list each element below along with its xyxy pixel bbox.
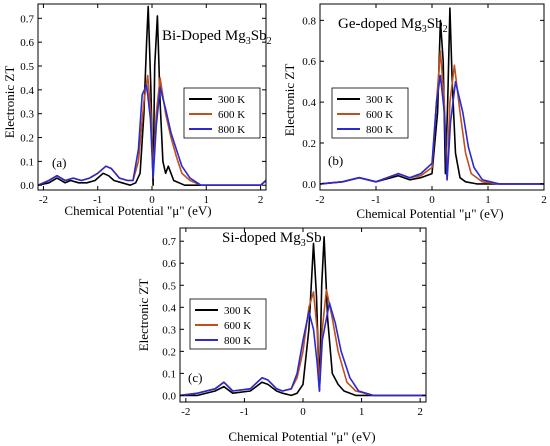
panel-c-xlabel: Chemical Potential "μ" (eV): [228, 429, 375, 444]
panel-c-plot: -2 -1 0 1 2 0.0 0.1 0.2 0.3 0.4 0.5 0.6 0.7 300 K 600 …: [162, 227, 427, 418]
panel-b-ytick-label: 0.8: [302, 15, 316, 27]
panel-a-ytick-label: 0.0: [20, 180, 34, 192]
panel-a-title: Bi-Doped Mg3Sb2: [162, 28, 272, 47]
panel-b-xlabel: Chemical Potential "μ" (eV): [356, 206, 503, 221]
panel-c-ytick-label: 0.4: [162, 302, 176, 314]
panel-c-xtick-label: 2: [417, 406, 423, 418]
panel-b-xtick-label: 0: [429, 194, 435, 206]
panel-a-xtick-label: 1: [204, 194, 210, 206]
panel-c-label: (c): [188, 370, 202, 385]
panel-a-ytick-label: 0.4: [20, 85, 34, 97]
panel-a-xtick-label: 0: [149, 194, 155, 206]
panel-b-ylabel: Electronic ZT: [282, 64, 297, 137]
panel-b: Ge-doped Mg3Sb2 (b) Electronic ZT Chemic…: [282, 16, 504, 221]
panel-a-plot: -2 -1 0 1 2 0.0 0.1 0.2 0.3 0.4 0.5 0.6 0.7 300 K 600 …: [20, 3, 267, 206]
panel-c-ylabel: Electronic ZT: [136, 279, 151, 352]
panel-c-ytick-label: 0.1: [162, 368, 176, 380]
panel-c-ytick-label: 0.6: [162, 258, 176, 270]
panel-a-xtick-label: 2: [258, 194, 264, 206]
panel-c-legend-label: 300 K: [224, 305, 251, 317]
panel-b-xtick-label: -2: [315, 194, 324, 206]
panel-a-label: (a): [52, 155, 66, 170]
panel-a-legend: 300 K 600 K 800 K: [183, 87, 261, 139]
panel-b-ytick-label: 0.6: [302, 56, 316, 68]
panel-c-legend: 300 K 600 K 800 K: [189, 298, 267, 350]
panel-c-legend-label: 800 K: [224, 335, 251, 347]
panel-a: Bi-Doped Mg3Sb2 (a) Electronic ZT Chemic…: [2, 28, 272, 218]
panel-b-xtick-label: 1: [485, 194, 491, 206]
panel-c-ytick-label: 0.0: [162, 390, 176, 402]
panel-b-title: Ge-doped Mg3Sb2: [338, 16, 448, 35]
panel-a-xtick-label: -2: [39, 194, 48, 206]
panel-c-xtick-label: -2: [181, 406, 190, 418]
panel-a-xtick-label: -1: [93, 194, 102, 206]
panel-a-ytick-label: 0.5: [20, 61, 34, 73]
panel-b-legend: 300 K 600 K 800 K: [331, 87, 409, 139]
panel-b-legend-label: 800 K: [366, 124, 393, 136]
panel-b-xtick-label: -1: [371, 194, 380, 206]
panel-b-legend-label: 600 K: [366, 109, 393, 121]
panel-b-label: (b): [328, 153, 343, 168]
panel-a-ytick-label: 0.2: [20, 133, 34, 145]
panel-c-ytick-label: 0.3: [162, 324, 176, 336]
panel-b-ytick-label: 0.0: [302, 179, 316, 191]
panel-b-ytick-label: 0.4: [302, 97, 316, 109]
panel-c-series-300k-line: [180, 236, 426, 397]
panel-a-ytick-label: 0.3: [20, 109, 34, 121]
panel-b-ytick-label: 0.2: [302, 138, 316, 150]
panel-a-ytick-label: 0.7: [20, 13, 34, 25]
panel-b-series-800k-line: [319, 74, 544, 185]
panel-a-xlabel: Chemical Potential "μ" (eV): [64, 203, 211, 218]
panel-c-xtick-label: 0: [300, 406, 306, 418]
panel-c-legend-label: 600 K: [224, 320, 251, 332]
panel-b-xtick-label: 2: [541, 194, 547, 206]
panel-c-ytick-label: 0.7: [162, 236, 176, 248]
panel-c-title: Si-doped Mg3Sb: [222, 230, 322, 249]
panel-a-legend-label: 800 K: [218, 124, 245, 136]
panel-c-xtick-label: -1: [240, 406, 249, 418]
panel-c-xtick-label: 1: [359, 406, 365, 418]
panel-c-ytick-label: 0.5: [162, 280, 176, 292]
panel-a-legend-label: 600 K: [218, 109, 245, 121]
chart-marks: -2 -1 0 1 2 0.0 0.1 0.2 0.3 0.4 0.5 0.6 0.7 300 K 600 …: [20, 3, 547, 418]
panel-a-ytick-label: 0.6: [20, 37, 34, 49]
panel-a-legend-label: 300 K: [218, 94, 245, 106]
panel-a-series-800k-line: [37, 84, 267, 186]
panel-c-ytick-label: 0.2: [162, 346, 176, 358]
panel-a-series-300k-line: [37, 5, 267, 186]
panel-a-ytick-label: 0.1: [20, 156, 34, 168]
panel-c: Si-doped Mg3Sb (c) Electronic ZT Chemica…: [136, 230, 376, 444]
panel-b-legend-label: 300 K: [366, 94, 393, 106]
panel-b-plot: -2 -1 0 1 2 0.0 0.2 0.4 0.6 0.8 300 K 600 K 800 K: [302, 3, 547, 206]
panel-c-series-800k-line: [179, 302, 426, 397]
panel-a-ylabel: Electronic ZT: [2, 66, 17, 139]
